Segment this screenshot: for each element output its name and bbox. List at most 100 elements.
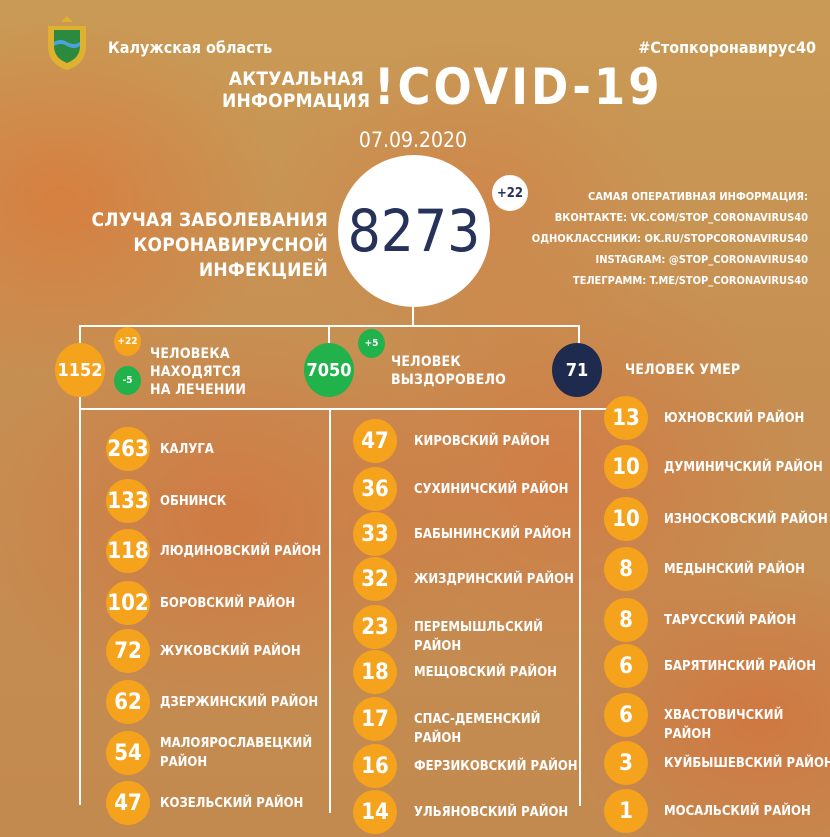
total-delta-value: +22 <box>496 185 524 201</box>
total-cases-circle: 8273 <box>338 155 490 307</box>
district-count: 133 <box>107 488 149 514</box>
district-count: 263 <box>107 436 149 462</box>
district-count-circle: 8 <box>604 598 648 642</box>
district-name: БАБЫНИНСКИЙ РАЙОН <box>414 527 572 542</box>
treatment-circle: 1152 <box>55 343 105 397</box>
hashtag: #Стопкоронавирус40 <box>638 38 816 57</box>
district-count: 54 <box>114 740 142 766</box>
connector <box>579 408 581 806</box>
district-count: 32 <box>361 566 389 592</box>
district-name: КУЙБЫШЕВСКИЙ РАЙОН <box>664 756 830 771</box>
district-count-circle: 1 <box>604 789 648 833</box>
district-name: ЛЮДИНОВСКИЙ РАЙОН <box>160 544 322 559</box>
district-count: 3 <box>619 750 633 776</box>
district-count: 18 <box>361 659 389 685</box>
recovered-value: 7050 <box>306 359 352 381</box>
total-label-line-2: КОРОНАВИРУСНОЙ ИНФЕКЦИЕЙ <box>133 234 328 281</box>
subtitle-line-2: ИНФОРМАЦИЯ <box>222 90 371 112</box>
district-count-circle: 10 <box>604 445 648 489</box>
connector <box>412 300 414 327</box>
recovered-label-line-2: ВЫЗДОРОВЕЛО <box>391 372 507 388</box>
treatment-delta-down-badge: -5 <box>114 366 141 395</box>
district-name: КАЛУГА <box>160 442 214 457</box>
district-name: МОСАЛЬСКИЙ РАЙОН <box>664 804 811 819</box>
info-vk-link[interactable]: ВКОНТАКТЕ: VK.COM/STOP_CORONAVIRUS40 <box>554 211 808 224</box>
total-label: СЛУЧАЯ ЗАБОЛЕВАНИЯ КОРОНАВИРУСНОЙ ИНФЕКЦ… <box>10 208 328 283</box>
district-count-circle: 32 <box>353 557 397 601</box>
district-count-circle: 263 <box>106 427 150 471</box>
recovered-label: ЧЕЛОВЕК ВЫЗДОРОВЕЛО <box>391 353 506 389</box>
died-label: ЧЕЛОВЕК УМЕР <box>625 362 741 378</box>
district-count: 13 <box>612 405 640 431</box>
district-count: 23 <box>361 614 389 640</box>
date: 07.09.2020 <box>358 128 468 152</box>
district-count-circle: 62 <box>106 680 150 724</box>
connector <box>578 325 580 345</box>
district-count: 16 <box>361 753 389 779</box>
died-value: 71 <box>565 359 589 381</box>
total-delta-badge: +22 <box>492 175 528 211</box>
district-name: УЛЬЯНОВСКИЙ РАЙОН <box>414 805 569 820</box>
district-name: МАЛОЯРОСЛАВЕЦКИЙ РАЙОН <box>160 736 313 770</box>
district-count-circle: 14 <box>353 790 397 834</box>
district-count: 72 <box>114 638 142 664</box>
district-count: 1 <box>619 798 633 824</box>
district-count: 10 <box>612 454 640 480</box>
district-name: БАРЯТИНСКИЙ РАЙОН <box>664 659 817 674</box>
connector <box>328 325 330 345</box>
district-name: ЮХНОВСКИЙ РАЙОН <box>664 411 805 426</box>
connector <box>79 325 81 805</box>
info-instagram-link[interactable]: INSTAGRAM: @STOP_CORONAVIRUS40 <box>595 253 808 266</box>
treatment-value: 1152 <box>57 359 103 381</box>
district-name: ФЕРЗИКОВСКИЙ РАЙОН <box>414 759 578 774</box>
district-count: 8 <box>619 607 633 633</box>
district-name: ХВАСТОВИЧСКИЙ РАЙОН <box>664 708 784 742</box>
district-count-circle: 23 <box>353 605 397 649</box>
district-count: 6 <box>619 702 633 728</box>
district-count-circle: 3 <box>604 741 648 785</box>
district-count: 47 <box>114 790 142 816</box>
subtitle-line-1: АКТУАЛЬНАЯ <box>228 68 364 90</box>
district-count-circle: 36 <box>353 467 397 511</box>
recovered-circle: 7050 <box>304 343 354 397</box>
district-count: 17 <box>361 706 389 732</box>
district-count: 62 <box>114 689 142 715</box>
district-count: 8 <box>619 556 633 582</box>
district-count: 33 <box>361 521 389 547</box>
info-telegram-link[interactable]: ТЕЛЕГРАММ: T.ME/STOP_CORONAVIRUS40 <box>572 274 808 287</box>
main-title: !COVID-19 <box>374 58 663 116</box>
district-count: 6 <box>619 653 633 679</box>
total-cases-value: 8273 <box>347 197 481 265</box>
district-name: ТАРУССКИЙ РАЙОН <box>664 613 797 628</box>
district-count-circle: 6 <box>604 693 648 737</box>
recovered-label-line-1: ЧЕЛОВЕК <box>391 354 461 370</box>
district-name: БОРОВСКИЙ РАЙОН <box>160 596 296 611</box>
treatment-label-line-2: НАХОДЯТСЯ <box>150 364 241 380</box>
info-ok-link[interactable]: ОДНОКЛАССНИКИ: OK.RU/STOPCORONAVIRUS40 <box>531 232 808 245</box>
district-name: КОЗЕЛЬСКИЙ РАЙОН <box>160 796 304 811</box>
district-name: ОБНИНСК <box>160 494 227 509</box>
connector <box>79 408 609 410</box>
subtitle: АКТУАЛЬНАЯ ИНФОРМАЦИЯ <box>222 68 371 112</box>
district-count: 118 <box>107 538 149 564</box>
district-count-circle: 10 <box>604 497 648 541</box>
district-name: ЖУКОВСКИЙ РАЙОН <box>160 644 301 659</box>
district-count-circle: 33 <box>353 512 397 556</box>
district-count-circle: 47 <box>353 419 397 463</box>
district-count-circle: 118 <box>106 529 150 573</box>
district-count-circle: 13 <box>604 396 648 440</box>
district-count-circle: 54 <box>106 731 150 775</box>
district-name: ИЗНОСКОВСКИЙ РАЙОН <box>664 512 828 527</box>
district-name: ДЗЕРЖИНСКИЙ РАЙОН <box>160 695 319 710</box>
treatment-label-line-3: НА ЛЕЧЕНИИ <box>150 382 247 398</box>
district-name: СПАС-ДЕМЕНСКИЙ РАЙОН <box>414 712 541 746</box>
info-block: САМАЯ ОПЕРАТИВНАЯ ИНФОРМАЦИЯ: ВКОНТАКТЕ:… <box>532 186 808 291</box>
info-heading: САМАЯ ОПЕРАТИВНАЯ ИНФОРМАЦИЯ: <box>587 190 808 203</box>
district-count-circle: 17 <box>353 697 397 741</box>
recovered-delta-badge: +5 <box>358 329 385 358</box>
district-name: ПЕРЕМЫШЛЬСКИЙ РАЙОН <box>414 620 543 654</box>
treatment-label-line-1: ЧЕЛОВЕКА <box>150 346 230 362</box>
district-count: 36 <box>361 476 389 502</box>
died-circle: 71 <box>552 343 602 397</box>
